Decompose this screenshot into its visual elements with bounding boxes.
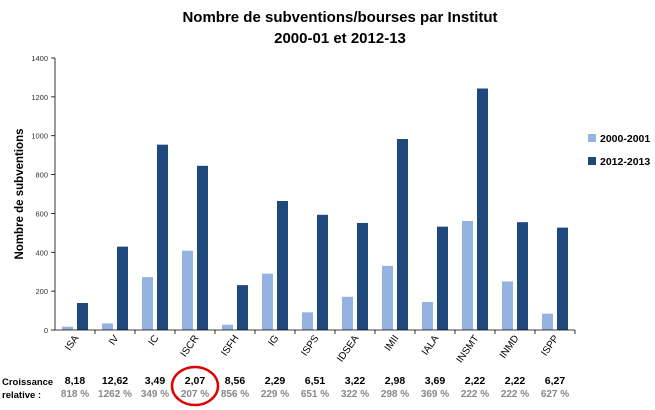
legend-label-2000-2001: 2000-2001 (600, 133, 650, 145)
bar-2000-2001-IALA (422, 302, 433, 330)
bar-2012-2013-IDSEA (357, 222, 368, 330)
y-axis-label: Nombre de subventions (14, 129, 26, 260)
x-tick-label-INMD: INMD (498, 333, 522, 360)
growth-percent-ISPP: 627 % (541, 389, 569, 400)
growth-factor-INMD: 2,22 (505, 375, 526, 387)
legend-swatch-2000-2001 (588, 134, 596, 142)
growth-percent-IC: 349 % (141, 389, 169, 400)
bar-2000-2001-ISPP (542, 313, 553, 330)
growth-percent-INSMT: 222 % (461, 389, 489, 400)
growth-factor-IC: 3,49 (145, 375, 166, 387)
growth-factor-ISA: 8,18 (65, 375, 86, 387)
growth-percent-INMD: 222 % (501, 389, 529, 400)
legend-label-2012-2013: 2012-2013 (600, 156, 650, 168)
bar-2000-2001-ISCR (182, 250, 193, 330)
y-axis: 0 200 400 600 800 1000 1200 1400 (31, 54, 55, 335)
x-tick-label-IV: IV (107, 333, 122, 347)
x-tick-label-ISFH: ISFH (219, 333, 241, 358)
growth-factor-ISPS: 6,51 (305, 375, 326, 387)
growth-percent-IG: 229 % (261, 389, 289, 400)
x-tick-label-ISPS: ISPS (299, 333, 321, 358)
growth-factor-ISPP: 6,27 (545, 375, 566, 387)
bar-2000-2001-ISFH (222, 324, 233, 330)
chart-subtitle: 2000-01 et 2012-13 (274, 30, 406, 47)
bar-2012-2013-ISFH (237, 285, 248, 330)
growth-percent-ISCR: 207 % (181, 389, 209, 400)
x-tick-label-IALA: IALA (420, 333, 442, 357)
y-tick-label: 400 (35, 248, 48, 257)
bar-2000-2001-INSMT (462, 221, 473, 330)
bar-2012-2013-ISCR (197, 165, 208, 330)
x-tick-label-INSMT: INSMT (455, 333, 482, 365)
bar-2012-2013-INSMT (477, 88, 488, 330)
bar-2012-2013-IG (277, 200, 288, 330)
x-tick-label-ISA: ISA (63, 333, 81, 353)
growth-percent-IDSEA: 322 % (341, 389, 369, 400)
bar-2000-2001-INMD (502, 281, 513, 330)
growth-factor-IALA: 3,69 (425, 375, 446, 387)
bar-2000-2001-IG (262, 273, 273, 330)
bar-2000-2001-IMII (382, 265, 393, 330)
growth-factor-INSMT: 2,22 (465, 375, 486, 387)
bar-2000-2001-ISPS (302, 312, 313, 330)
legend-swatch-2012-2013 (588, 157, 596, 165)
y-tick-label: 1200 (31, 93, 48, 102)
growth-label-line2: relative : (2, 390, 41, 401)
growth-percent-ISFH: 856 % (221, 389, 249, 400)
growth-percent-ISA: 818 % (61, 389, 89, 400)
growth-factor-IMII: 2,98 (385, 375, 406, 387)
growth-percent-IV: 1262 % (98, 389, 132, 400)
bar-2000-2001-ISA (62, 326, 73, 330)
growth-factor-IDSEA: 3,22 (345, 375, 366, 387)
chart-title: Nombre de subventions/bourses par Instit… (182, 9, 497, 26)
bar-2012-2013-ISA (77, 302, 88, 330)
y-tick-label: 200 (35, 287, 48, 296)
x-tick-label-ISCR: ISCR (179, 333, 202, 359)
y-tick-label: 1000 (31, 132, 48, 141)
y-tick-label: 600 (35, 209, 48, 218)
growth-factor-IG: 2,29 (265, 375, 286, 387)
growth-label-line1: Croissance (2, 377, 53, 388)
bars (62, 88, 568, 330)
bar-2012-2013-INMD (517, 222, 528, 330)
x-tick-label-IDSEA: IDSEA (335, 333, 361, 364)
x-tick-label-IC: IC (147, 333, 162, 348)
bar-2012-2013-ISPP (557, 227, 568, 330)
growth-percent-IALA: 369 % (421, 389, 449, 400)
x-axis: ISA IV IC ISCR ISFH IG ISPS IDSEA IMII IALA INSMT I… (63, 330, 576, 365)
y-tick-label: 1400 (31, 54, 48, 63)
growth-factor-ISCR: 2,07 (185, 375, 206, 387)
x-tick-label-IG: IG (266, 333, 281, 348)
bar-2012-2013-ISPS (317, 214, 328, 330)
bar-2012-2013-IV (117, 246, 128, 330)
growth-factor-ISFH: 8,56 (225, 375, 246, 387)
highlight-circle (170, 365, 220, 407)
growth-percent-ISPS: 651 % (301, 389, 329, 400)
y-tick-label: 0 (44, 326, 48, 335)
x-tick-label-ISPP: ISPP (539, 333, 561, 358)
bar-2012-2013-IALA (437, 226, 448, 330)
growth-factor-IV: 12,62 (102, 375, 128, 387)
bar-2000-2001-IV (102, 323, 113, 330)
growth-row: Croissance relative : 8,18 818 % 12,62 1262… (2, 365, 569, 407)
bar-2000-2001-IC (142, 277, 153, 330)
bar-2012-2013-IMII (397, 139, 408, 330)
growth-percent-IMII: 298 % (381, 389, 409, 400)
legend: 2000-2001 2012-2013 (588, 133, 650, 168)
y-tick-label: 800 (35, 171, 48, 180)
bar-2012-2013-IC (157, 144, 168, 330)
bar-2000-2001-IDSEA (342, 296, 353, 330)
x-tick-label-IMII: IMII (383, 333, 402, 353)
